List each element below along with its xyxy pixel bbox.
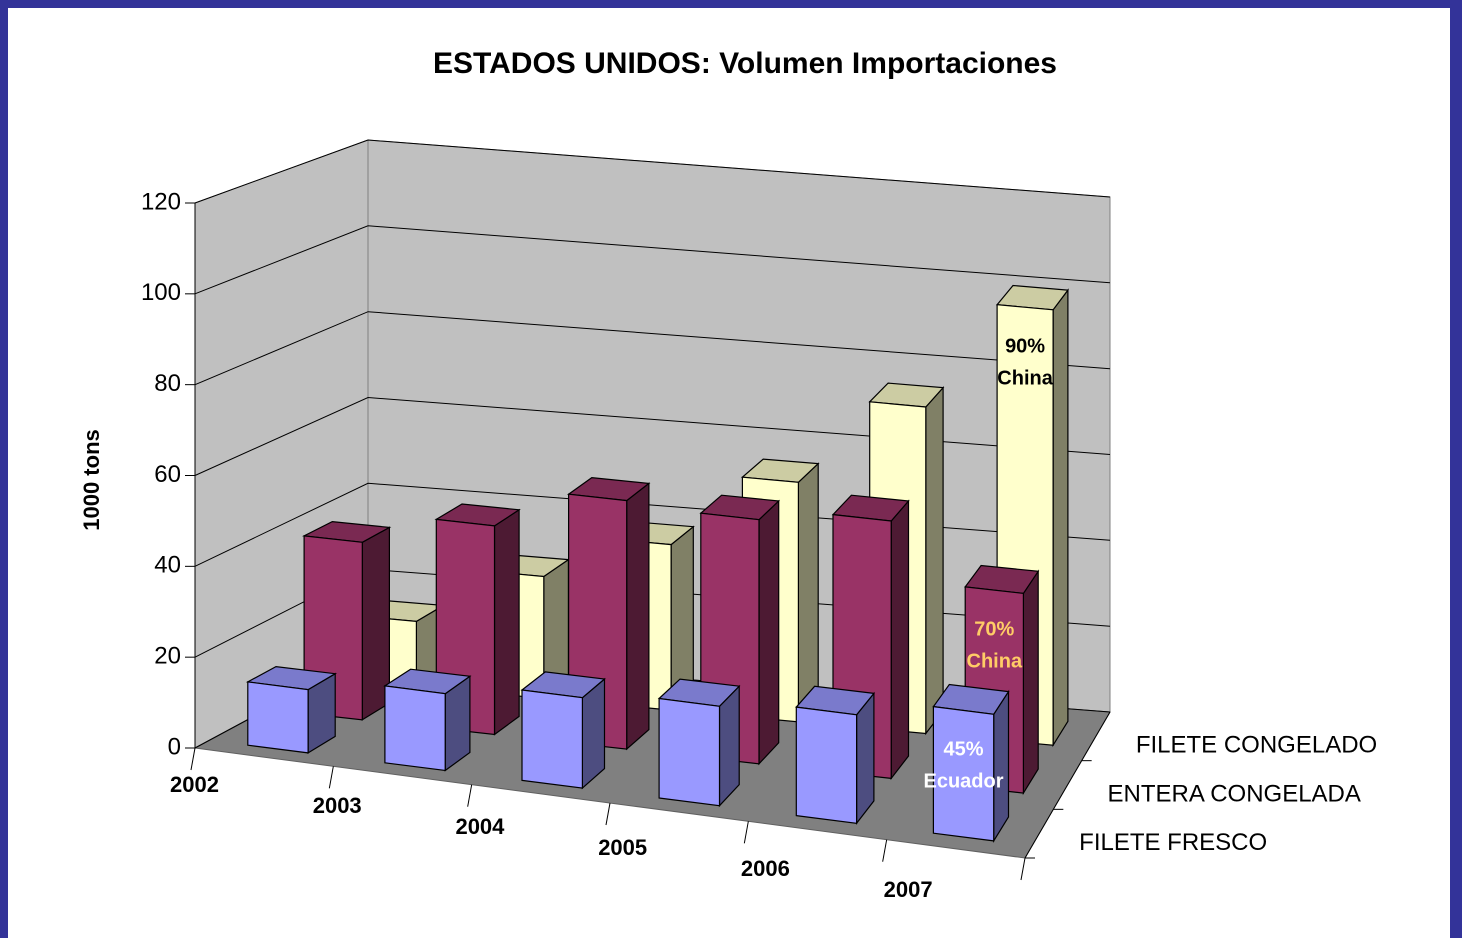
- y-tick-label: 20: [154, 643, 181, 670]
- bar-side: [855, 691, 875, 826]
- x-tick-label: 2004: [455, 814, 505, 839]
- x-tick: [190, 747, 196, 771]
- x-tick-label: 2005: [598, 835, 647, 860]
- y-tick-label: 60: [154, 461, 181, 488]
- bar: [657, 678, 741, 808]
- bar-side: [758, 499, 780, 766]
- x-tick-label: 2007: [884, 877, 933, 902]
- bar-side: [925, 386, 944, 736]
- x-tick: [328, 766, 334, 789]
- x-tick: [467, 784, 473, 807]
- bar: [383, 668, 472, 772]
- y-tick-label: 80: [154, 370, 181, 397]
- x-tick: [743, 821, 749, 844]
- grid-line: [194, 396, 1111, 476]
- legend-label: ENTERA CONGELADA: [1108, 780, 1361, 807]
- annotation: Ecuador: [924, 771, 1004, 793]
- bar-front: [521, 689, 584, 789]
- annotation: 45%: [944, 739, 984, 761]
- bar: [245, 665, 338, 754]
- bar-side: [797, 462, 819, 724]
- y-axis-label: 1000 tons: [79, 429, 104, 531]
- bar-front: [658, 697, 721, 807]
- bar-side: [993, 689, 1010, 844]
- bar-front: [384, 685, 446, 772]
- bar: [932, 683, 1010, 844]
- bar-side: [1022, 569, 1039, 796]
- bar-side: [493, 508, 520, 736]
- z-axis: [1024, 711, 1111, 859]
- annotation: 90%: [1005, 336, 1045, 358]
- annotation: China: [967, 650, 1023, 672]
- bar: [795, 685, 876, 826]
- bar-front: [795, 706, 858, 824]
- y-tick-label: 100: [141, 279, 181, 306]
- x-tick: [882, 839, 888, 862]
- bar-front: [932, 705, 995, 842]
- x-tick: [605, 802, 611, 826]
- x-tick-label: 2003: [313, 793, 362, 818]
- grid-line: [194, 311, 1111, 386]
- annotation: 70%: [974, 618, 1014, 640]
- x-tick-label: 2006: [741, 856, 790, 881]
- grid-line: [194, 139, 1111, 204]
- chart-title: ESTADOS UNIDOS: Volumen Importaciones: [433, 47, 1057, 80]
- y-tick-label: 0: [168, 733, 181, 760]
- y-tick-label: 120: [141, 188, 181, 215]
- bar: [520, 671, 606, 790]
- legend-label: FILETE CONGELADO: [1136, 732, 1377, 759]
- bar-front: [247, 681, 309, 754]
- bar-side: [1052, 288, 1069, 748]
- y-tick-label: 40: [154, 552, 181, 579]
- grid-line: [194, 225, 1111, 295]
- bar-side: [890, 499, 910, 781]
- bar-side: [626, 482, 650, 751]
- x-tick-label: 2002: [170, 772, 219, 797]
- annotation: China: [997, 368, 1053, 390]
- x-tick: [1020, 857, 1026, 881]
- legend-label: FILETE FRESCO: [1079, 829, 1267, 856]
